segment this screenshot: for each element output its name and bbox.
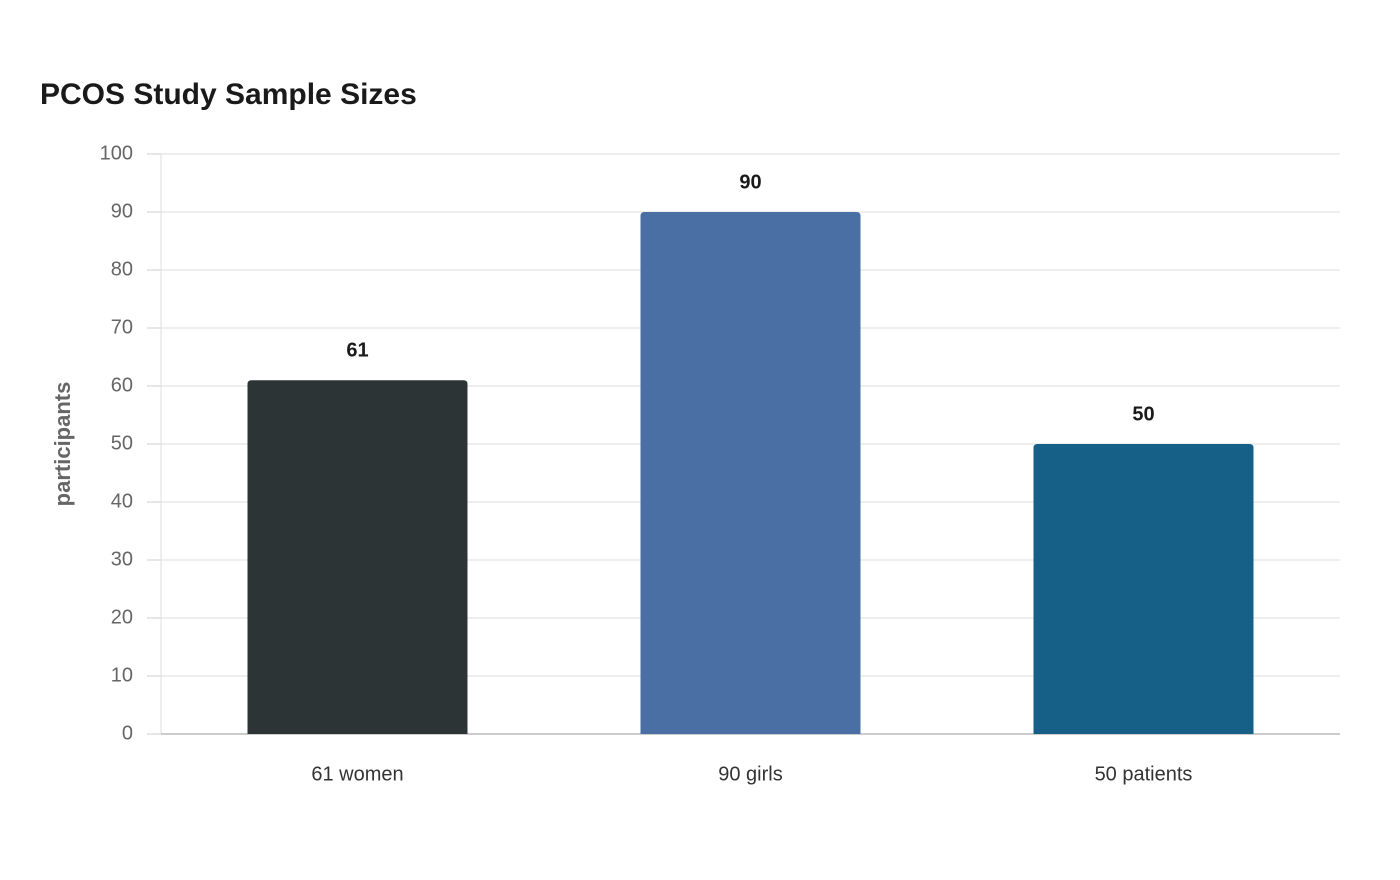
y-axis-label: participants <box>50 382 75 507</box>
y-tick-label: 100 <box>100 142 133 164</box>
y-tick-label: 20 <box>111 606 133 628</box>
y-tick-label: 40 <box>111 490 133 512</box>
x-tick-label: 50 patients <box>1095 763 1193 785</box>
value-label: 50 <box>1132 403 1154 425</box>
y-tick-label: 0 <box>122 722 133 744</box>
y-tick-label: 90 <box>111 200 133 222</box>
value-label: 90 <box>739 171 761 193</box>
y-tick-label: 50 <box>111 432 133 454</box>
y-tick-label: 30 <box>111 548 133 570</box>
x-tick-label: 90 girls <box>718 763 782 785</box>
chart-title: PCOS Study Sample Sizes <box>40 78 417 111</box>
bar <box>640 212 861 734</box>
y-tick-label: 70 <box>111 316 133 338</box>
y-tick-label: 60 <box>111 374 133 396</box>
value-label: 61 <box>346 339 368 361</box>
bar <box>1033 444 1254 734</box>
bar <box>247 380 468 734</box>
x-tick-label: 61 women <box>311 763 403 785</box>
y-tick-label: 10 <box>111 664 133 686</box>
y-tick-label: 80 <box>111 258 133 280</box>
